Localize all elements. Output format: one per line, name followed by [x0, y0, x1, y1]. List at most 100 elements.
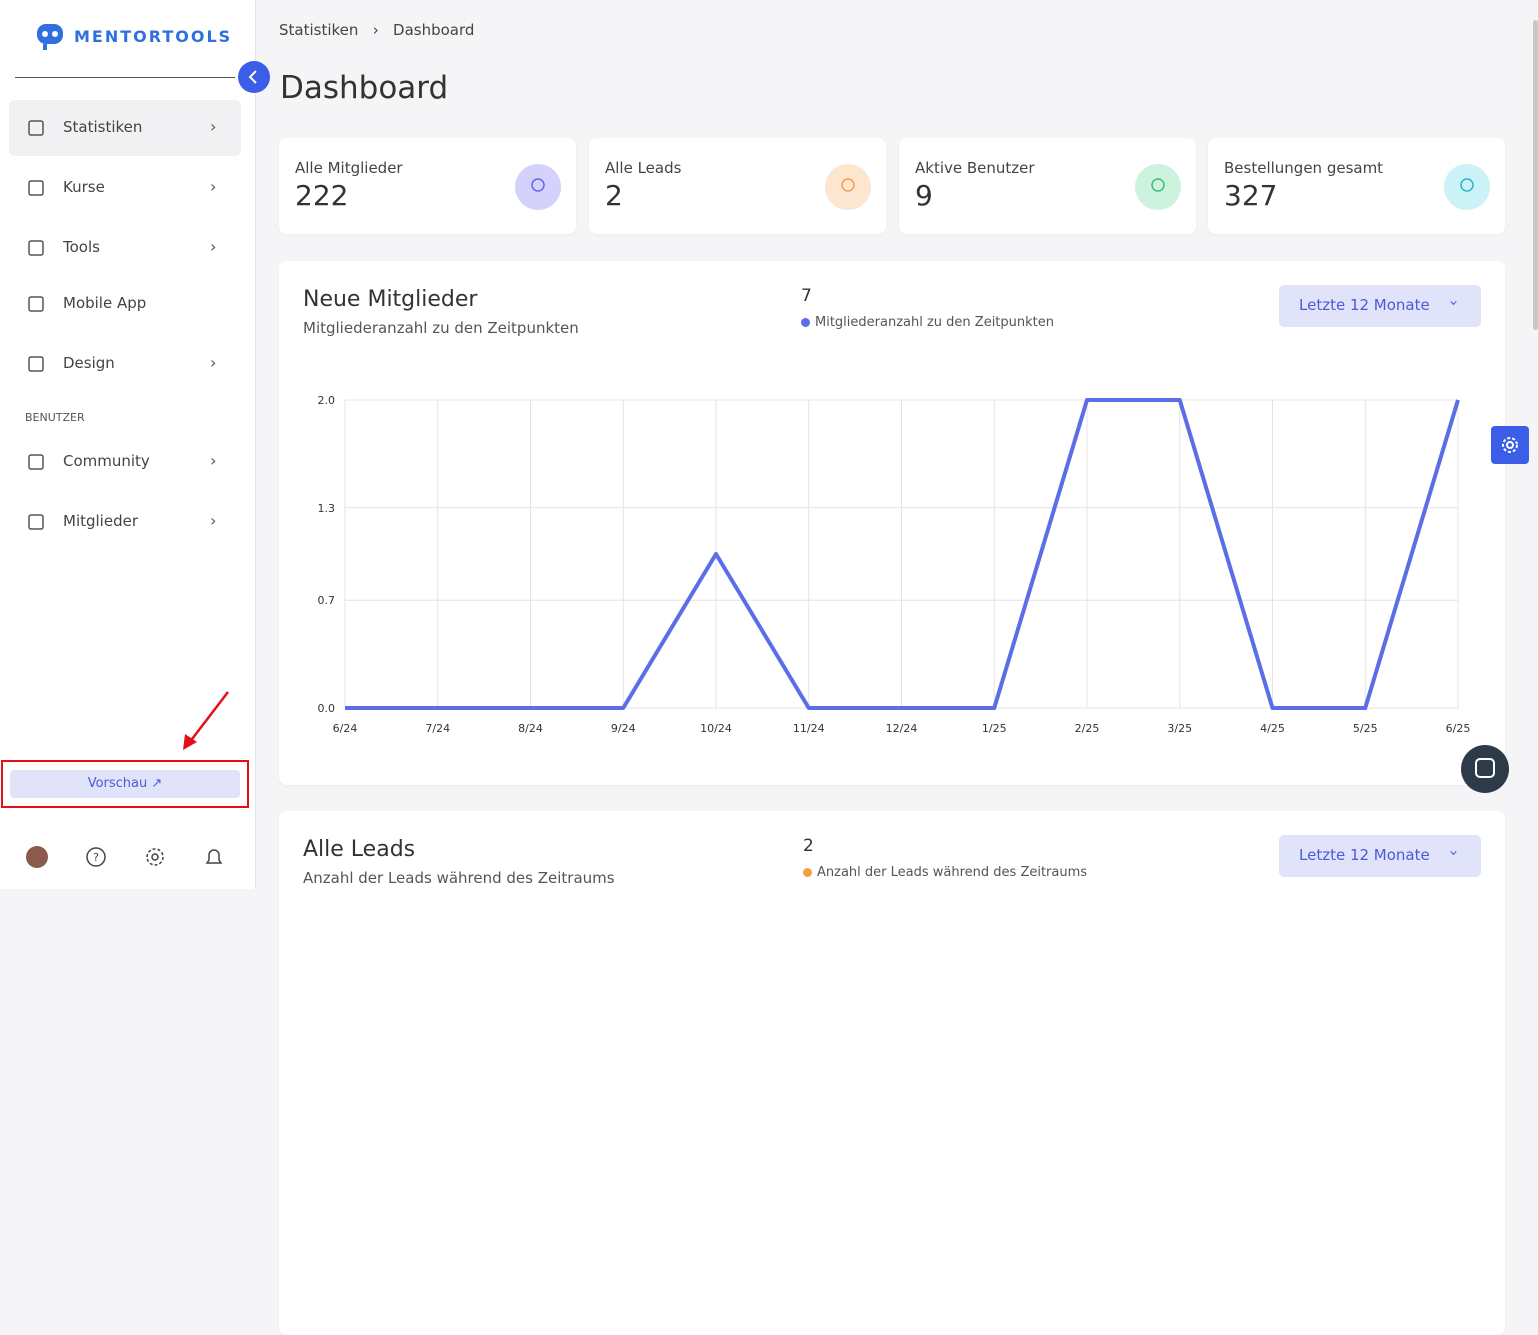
- chevron: ›: [210, 451, 217, 470]
- range-select[interactable]: Letzte 12 Monate ›: [1279, 835, 1481, 877]
- range-select[interactable]: Letzte 12 Monate ›: [1279, 285, 1481, 327]
- range-label: Letzte 12 Monate: [1299, 296, 1430, 314]
- stat-value: 2: [605, 179, 623, 212]
- chevron: ›: [210, 177, 217, 196]
- chevron: ›: [210, 117, 217, 136]
- red-arrow: [183, 691, 229, 750]
- icon-shape: [28, 180, 44, 196]
- nav-label[interactable]: Statistiken: [63, 118, 143, 136]
- stat-icon: [825, 164, 871, 210]
- chevron: ›: [210, 237, 217, 256]
- x-tick-label: 2/25: [1075, 722, 1100, 735]
- x-tick-label: 8/24: [518, 722, 543, 735]
- collapse-button[interactable]: [238, 61, 270, 93]
- icon-shape: [28, 120, 44, 136]
- legend-label: Mitgliederanzahl zu den Zeitpunkten: [815, 315, 1054, 330]
- stat-card: Bestellungen gesamt 327: [1208, 138, 1505, 234]
- chart-subtitle: Anzahl der Leads während des Zeitraums: [303, 869, 615, 887]
- icon-fg: [1460, 178, 1474, 192]
- preview-label: Vorschau: [87, 776, 148, 791]
- breadcrumb: Statistiken › Dashboard: [279, 21, 475, 39]
- stat-card: Alle Leads 2: [589, 138, 886, 234]
- chart-total: 2: [803, 836, 814, 856]
- stat-card: Aktive Benutzer 9: [899, 138, 1196, 234]
- x-tick-label: 1/25: [982, 722, 1007, 735]
- stat-value: 327: [1224, 179, 1278, 212]
- crumb: Dashboard: [393, 21, 475, 39]
- icon-shape: [28, 454, 44, 470]
- nav-icon: [28, 356, 44, 372]
- nav-icon: [28, 454, 44, 470]
- nav-label[interactable]: Kurse: [63, 178, 105, 196]
- chat-button[interactable]: [1461, 745, 1509, 793]
- legend-label: Anzahl der Leads während des Zeitraums: [817, 865, 1088, 880]
- nav-icon: [28, 240, 44, 256]
- icon-bg: [515, 164, 561, 210]
- stat-value: 9: [915, 179, 933, 212]
- preview-button[interactable]: Vorschau ↗: [10, 770, 240, 798]
- section-label: BENUTZER: [25, 411, 85, 424]
- chevron: ›: [210, 353, 217, 372]
- x-tick-label: 3/25: [1167, 722, 1192, 735]
- stat-card: Alle Mitglieder 222: [279, 138, 576, 234]
- chart-card: Neue Mitglieder Mitgliederanzahl zu den Z…: [279, 261, 1505, 785]
- x-tick-label: 11/24: [793, 722, 825, 735]
- scrollbar: [1533, 20, 1538, 330]
- settings-tab[interactable]: [1491, 426, 1529, 464]
- nav-label[interactable]: Design: [63, 354, 115, 372]
- x-tick-label: 4/25: [1260, 722, 1285, 735]
- chart-title: Neue Mitglieder: [303, 287, 478, 312]
- icon-fg: [1151, 178, 1165, 192]
- x-tick-label: 10/24: [700, 722, 732, 735]
- x-tick-label: 6/25: [1446, 722, 1471, 735]
- icon-bg: [1444, 164, 1490, 210]
- nav-label[interactable]: Tools: [63, 238, 100, 256]
- nav-label[interactable]: Mitglieder: [63, 512, 138, 530]
- brand: MENTORTOOLS: [74, 27, 233, 46]
- legend-dot: [803, 868, 812, 877]
- nav-icon: [28, 514, 44, 530]
- x-tick-label: 7/24: [425, 722, 450, 735]
- line-series: [345, 398, 1460, 710]
- chart-card: Alle Leads Anzahl der Leads während des Z…: [279, 811, 1505, 1335]
- footer-icons: ?: [26, 846, 223, 868]
- icon-fg: [531, 178, 545, 192]
- sidebar: MENTORTOOLS BENUTZER Vorschau ↗ ? Statis…: [0, 0, 256, 889]
- stat-label: Aktive Benutzer: [915, 159, 1035, 177]
- legend-dot: [801, 318, 810, 327]
- nav-icon: [28, 296, 44, 312]
- nav-label[interactable]: Mobile App: [63, 294, 147, 312]
- stat-label: Alle Leads: [605, 159, 682, 177]
- nav-label[interactable]: Community: [63, 452, 150, 470]
- nav-icon: [28, 180, 44, 196]
- stat-icon: [1444, 164, 1490, 210]
- icon-shape: [28, 296, 44, 312]
- y-tick-label: 1.3: [318, 502, 336, 515]
- active-highlight: [9, 100, 241, 156]
- x-tick-label: 6/24: [333, 722, 358, 735]
- page: MENTORTOOLS BENUTZER Vorschau ↗ ? Statis…: [0, 0, 1538, 889]
- dropdown-caret: ›: [1445, 850, 1463, 856]
- nav-icon: [28, 120, 44, 136]
- icon-shape: [28, 356, 44, 372]
- x-tick-label: 9/24: [611, 722, 636, 735]
- chart-title: Alle Leads: [303, 837, 416, 862]
- logo-icon: [37, 24, 63, 50]
- stat-label: Alle Mitglieder: [295, 159, 403, 177]
- chart-plot: 0.0 0.7 1.3 2.0 6/24 7/24 8/24 9/24 10/24 11/24 12…: [318, 394, 1471, 735]
- chevron: ›: [210, 511, 217, 530]
- stat-label: Bestellungen gesamt: [1224, 159, 1384, 177]
- icon-bg: [825, 164, 871, 210]
- icon-shape: [28, 240, 44, 256]
- page-title: Dashboard: [280, 70, 449, 106]
- x-tick-label: 12/24: [886, 722, 918, 735]
- crumb[interactable]: Statistiken: [279, 21, 359, 39]
- x-tick-label: 5/25: [1353, 722, 1378, 735]
- chart-subtitle: Mitgliederanzahl zu den Zeitpunkten: [303, 319, 579, 337]
- svg-text:?: ?: [93, 851, 99, 864]
- stat-icon: [1135, 164, 1181, 210]
- y-tick-label: 2.0: [318, 394, 336, 407]
- icon-bg: [1135, 164, 1181, 210]
- range-label: Letzte 12 Monate: [1299, 846, 1430, 864]
- y-tick-label: 0.7: [318, 594, 336, 607]
